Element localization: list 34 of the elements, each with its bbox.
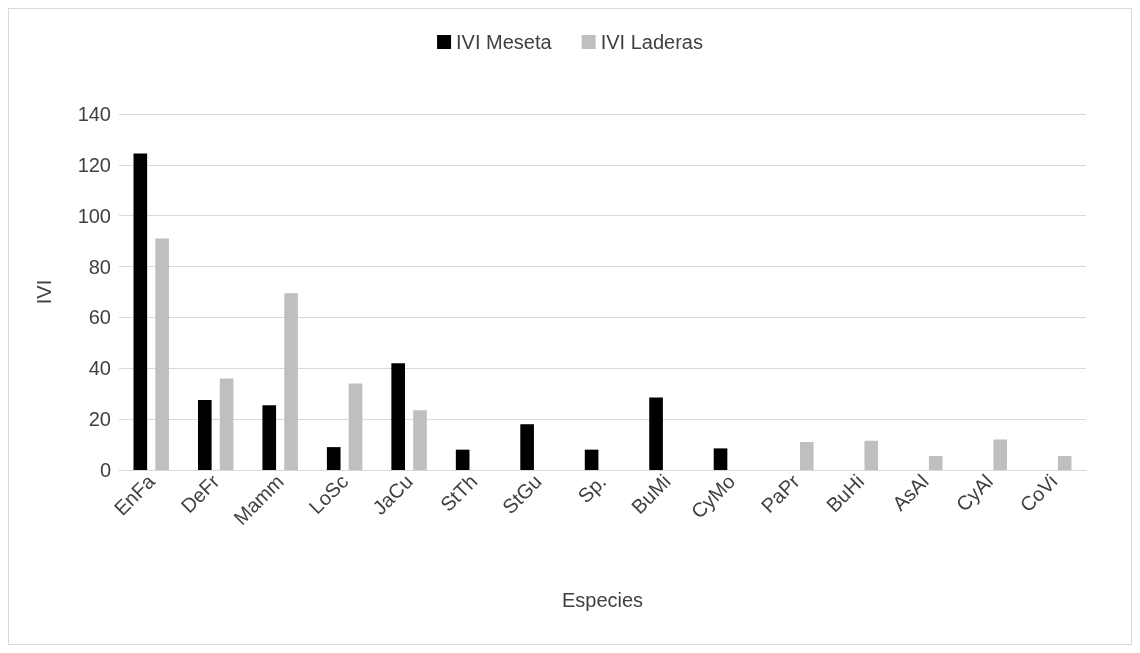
bar bbox=[584, 449, 599, 470]
bar bbox=[262, 405, 277, 470]
y-tick-label: 80 bbox=[88, 255, 111, 278]
y-axis-title: IVI bbox=[33, 279, 55, 305]
bar bbox=[455, 449, 470, 470]
bar bbox=[520, 424, 534, 470]
y-tick-label: 20 bbox=[88, 408, 111, 431]
bar bbox=[713, 448, 728, 470]
bar bbox=[219, 378, 234, 470]
bar bbox=[1057, 456, 1072, 470]
y-tick-label: 140 bbox=[77, 103, 111, 125]
bar bbox=[993, 439, 1008, 470]
bar bbox=[326, 447, 341, 470]
bar bbox=[799, 442, 814, 470]
bar bbox=[391, 363, 406, 470]
bar bbox=[197, 400, 212, 470]
y-tick-label: 60 bbox=[88, 306, 111, 329]
legend-label: IVI Laderas bbox=[600, 31, 703, 53]
legend-label: IVI Meseta bbox=[456, 31, 553, 53]
y-tick-label: 0 bbox=[99, 459, 111, 481]
y-tick-label: 120 bbox=[77, 153, 111, 176]
bar bbox=[928, 456, 943, 470]
bar bbox=[284, 293, 298, 470]
bar bbox=[864, 440, 879, 470]
x-tick-label: Sp. bbox=[573, 470, 611, 507]
x-axis-title: Especies bbox=[561, 589, 644, 611]
y-tick-label: 100 bbox=[77, 204, 111, 227]
bar bbox=[649, 397, 663, 470]
bar bbox=[133, 153, 148, 470]
bar bbox=[348, 383, 363, 470]
y-tick-label: 40 bbox=[88, 357, 111, 380]
bar bbox=[413, 410, 427, 470]
bar bbox=[155, 238, 169, 470]
x-tick-label: StTh bbox=[435, 470, 482, 516]
